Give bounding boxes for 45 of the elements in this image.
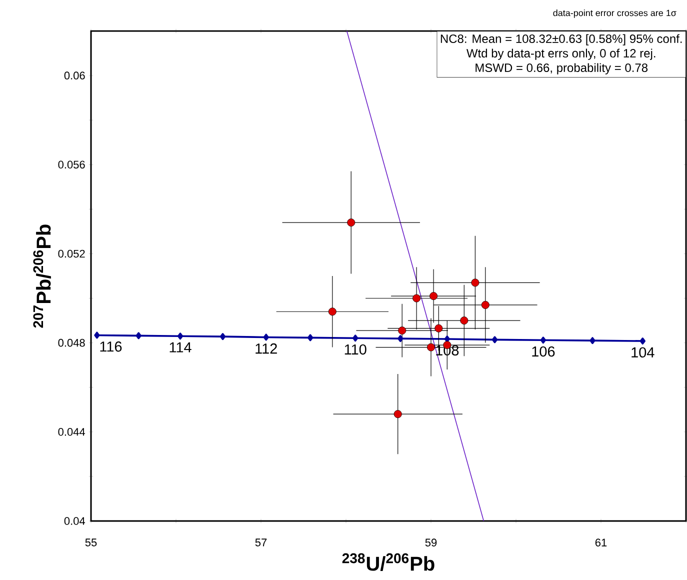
annotation: 112 bbox=[256, 343, 277, 354]
point bbox=[394, 410, 402, 418]
point bbox=[136, 332, 142, 340]
point bbox=[220, 333, 226, 340]
annotation: 106 bbox=[532, 346, 555, 357]
annotation: MSWD = 0.66, probability = 0.78 bbox=[476, 63, 648, 74]
point bbox=[640, 338, 646, 345]
x-tick-label: 55 bbox=[85, 538, 97, 546]
point bbox=[352, 334, 358, 342]
y-tick-label: 0.056 bbox=[58, 160, 85, 169]
point bbox=[263, 334, 269, 341]
point bbox=[347, 218, 356, 227]
annotation: NC8: Mean = 108.32±0.63 [0.58%] 95% conf. bbox=[440, 34, 682, 46]
point bbox=[590, 337, 596, 344]
x-tick-label: 61 bbox=[595, 538, 607, 546]
annotation: Wtd by data-pt errs only, 0 of 12 rej. bbox=[466, 48, 656, 60]
point bbox=[540, 336, 546, 344]
annotation: 116 bbox=[100, 341, 122, 352]
point bbox=[427, 343, 435, 352]
y-tick-label: 0.052 bbox=[58, 250, 85, 258]
annotation: 114 bbox=[170, 342, 192, 352]
point bbox=[307, 334, 314, 342]
point bbox=[398, 335, 404, 342]
point bbox=[412, 294, 421, 302]
point bbox=[177, 332, 184, 340]
point bbox=[492, 336, 498, 344]
point bbox=[434, 324, 443, 332]
y-tick-label: 0.044 bbox=[58, 428, 86, 436]
y-tick-label: 0.06 bbox=[64, 72, 85, 80]
y-axis-title: $^{207}$Pb/$^{206}$Pb bbox=[33, 224, 51, 328]
point bbox=[460, 316, 468, 325]
point bbox=[94, 332, 100, 339]
text: data-point error crosses are 1σ bbox=[553, 10, 676, 18]
x-tick-label: 59 bbox=[425, 538, 437, 546]
y-tick-label: 0.04 bbox=[64, 517, 86, 525]
annotation: 104 bbox=[632, 347, 654, 358]
x-axis-title: $^{238}$U/$^{206}$Pb bbox=[342, 553, 434, 572]
x-tick-label: 57 bbox=[255, 538, 267, 546]
point bbox=[398, 326, 406, 335]
point bbox=[328, 308, 336, 316]
point bbox=[430, 292, 438, 300]
point bbox=[481, 300, 490, 309]
point bbox=[471, 278, 480, 287]
y-tick-label: 0.048 bbox=[58, 338, 85, 347]
annotation: 110 bbox=[344, 344, 366, 355]
